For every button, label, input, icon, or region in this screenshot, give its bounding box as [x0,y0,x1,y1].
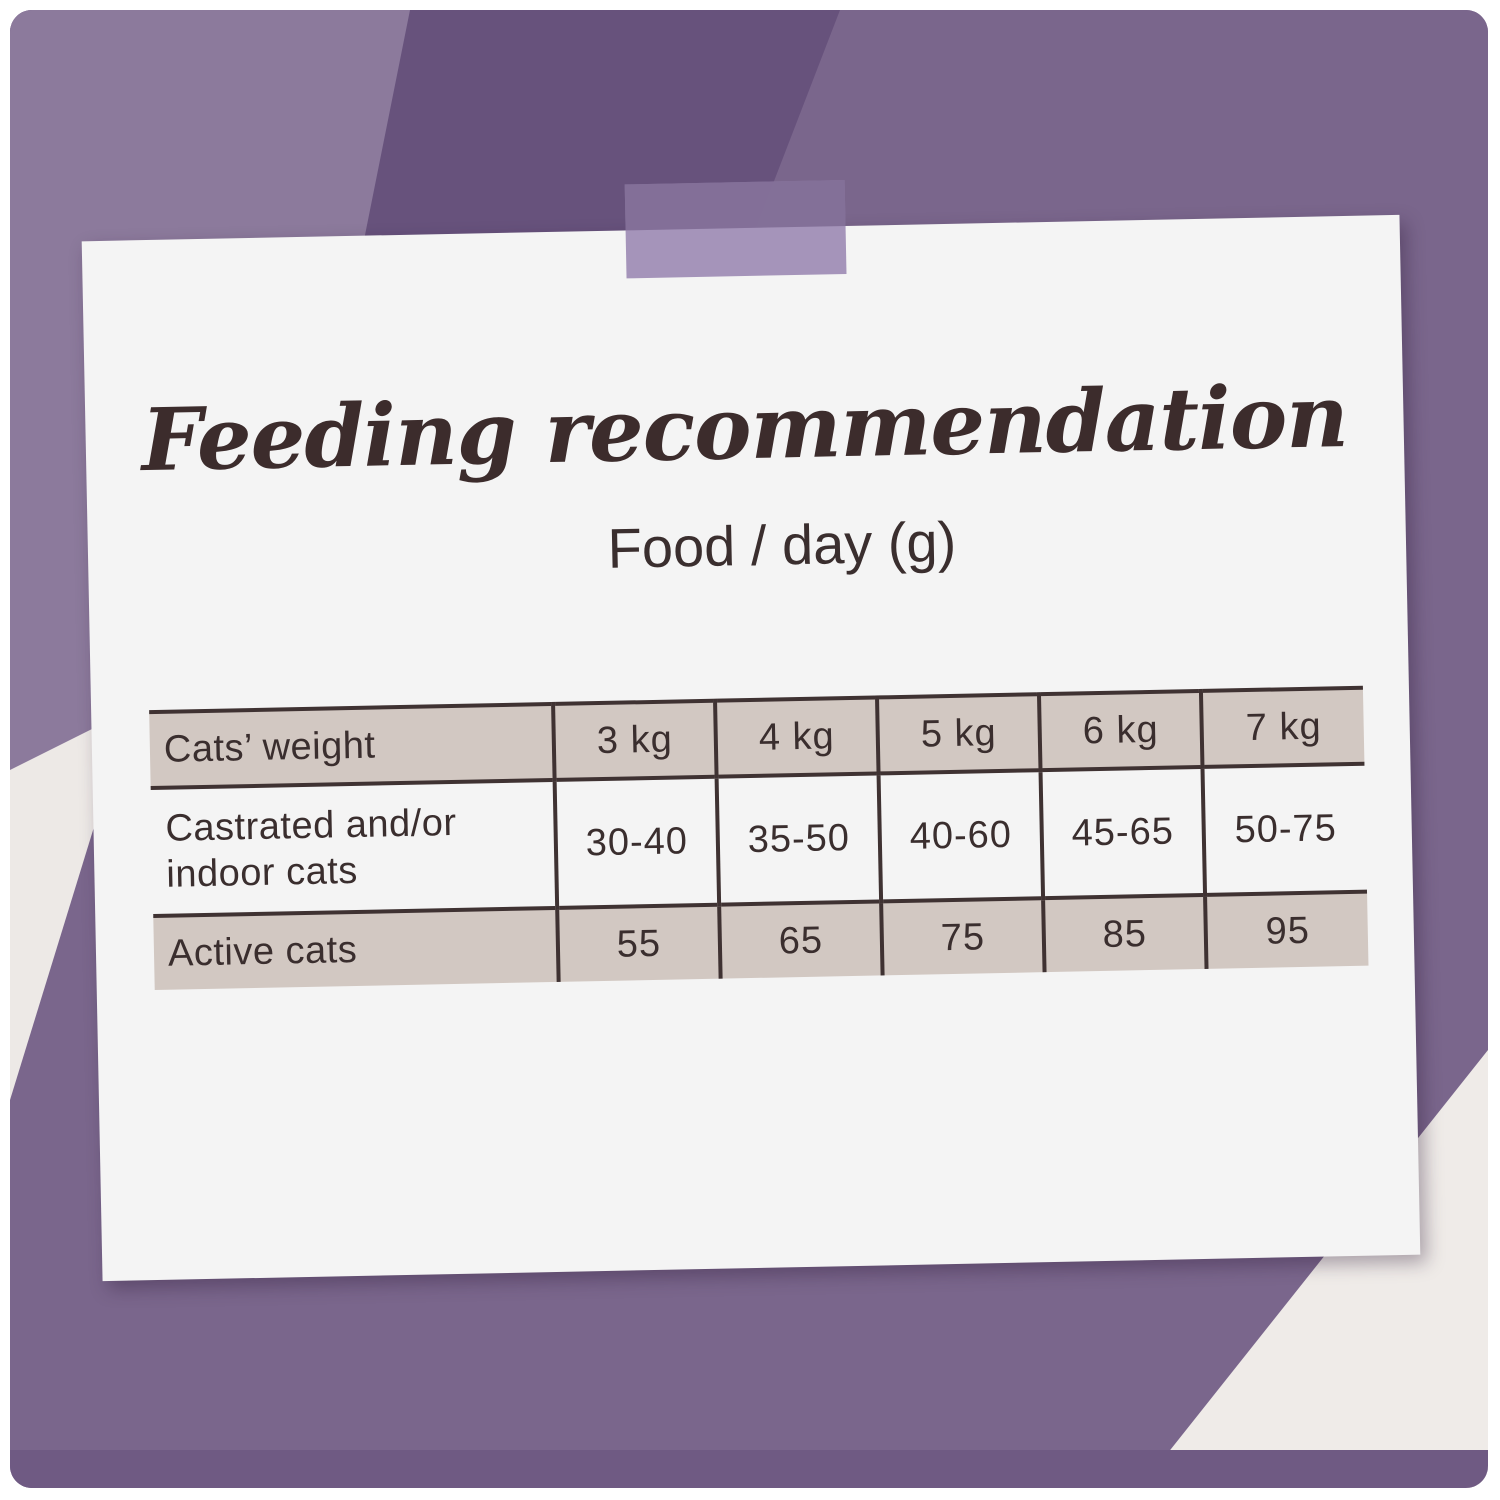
header-weight-cell: 3 kg [553,700,717,780]
header-weight-cell: 6 kg [1038,690,1203,771]
table-cell: 35-50 [716,773,882,905]
table-row: Castrated and/or indoor cats 30-40 35-50… [150,763,1368,917]
table-cell: 30-40 [554,776,720,908]
page-title: Feeding recommendation [140,365,1349,492]
table-cell: 85 [1043,894,1207,973]
header-label-cell: Cats’ weight [149,703,555,789]
page-subtitle: Food / day (g) [607,509,957,580]
row-label-line: indoor cats [166,849,359,896]
table-cell: 40-60 [878,770,1044,902]
table-cell: 65 [719,901,883,979]
feeding-note-card: Feeding recommendation Food / day (g) Ca… [81,180,1421,1282]
table-cell: 45-65 [1040,766,1206,899]
header-weight-cell: 5 kg [877,694,1041,774]
table-cell: 75 [881,898,1045,976]
bottom-edge-stroke [10,1450,1488,1488]
background-frame: Feeding recommendation Food / day (g) Ca… [10,10,1488,1488]
tape-strip [624,180,847,279]
row-label-cell: Castrated and/or indoor cats [150,779,558,917]
row-label-cell: Active cats [153,907,559,991]
header-weight-cell: 7 kg [1200,687,1365,767]
table-cell: 50-75 [1202,763,1368,895]
header-weight-cell: 4 kg [715,697,879,777]
table-cell: 55 [557,904,721,982]
row-label-line: Castrated and/or [165,801,457,850]
feeding-table: Cats’ weight 3 kg 4 kg 5 kg 6 kg 7 kg Ca… [149,686,1369,991]
table-cell: 95 [1205,891,1369,969]
